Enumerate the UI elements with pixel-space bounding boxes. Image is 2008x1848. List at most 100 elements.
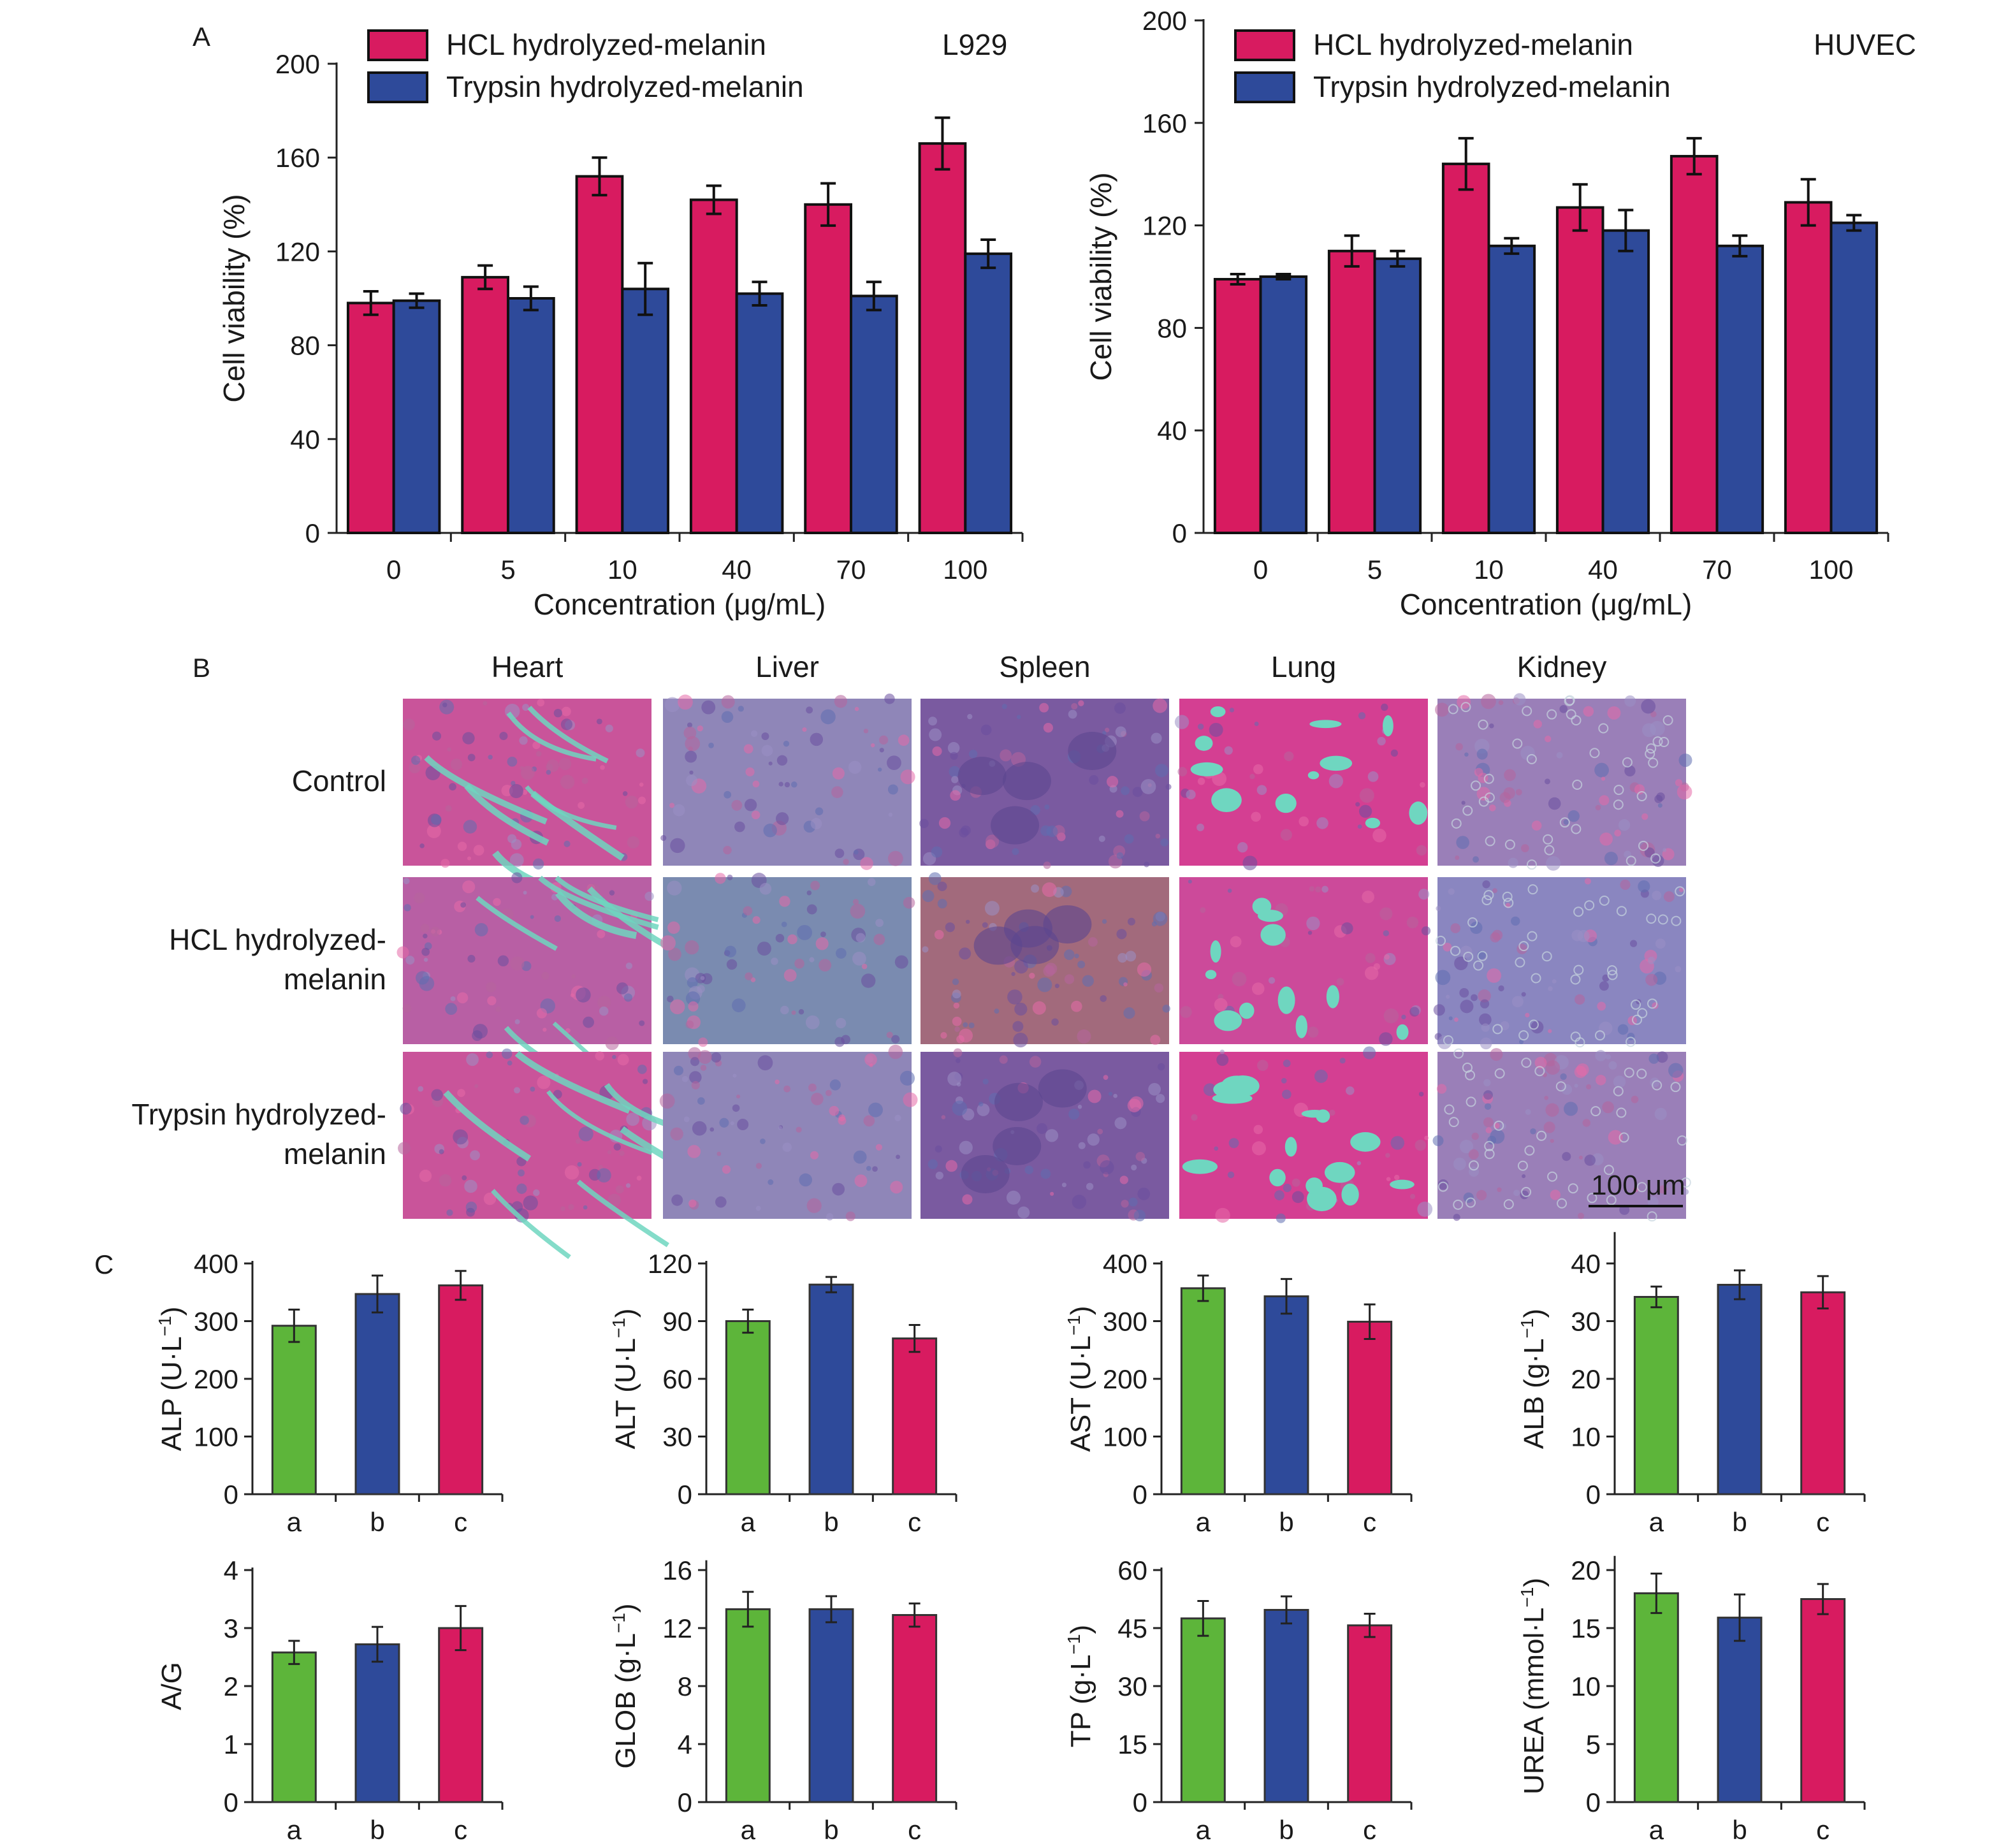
tissue-texture xyxy=(931,846,943,858)
muscle-gap xyxy=(555,891,637,940)
tissue-texture xyxy=(1605,1054,1611,1060)
tissue-texture xyxy=(1545,778,1550,785)
tubule xyxy=(1536,1130,1547,1141)
tissue-texture xyxy=(884,694,895,704)
tissue-texture xyxy=(681,1075,688,1082)
tissue-texture xyxy=(1471,994,1478,1001)
tissue-texture xyxy=(464,1179,477,1193)
tissue-texture xyxy=(1365,953,1376,963)
tissue-texture xyxy=(1174,715,1190,729)
tubule xyxy=(1575,1037,1585,1048)
muscle-gap xyxy=(527,706,609,764)
tubule xyxy=(1594,1030,1605,1041)
tubule xyxy=(1590,1106,1601,1117)
tubule xyxy=(1555,1081,1566,1092)
tissue-texture xyxy=(1336,978,1344,986)
chart-huvec: 0 40 80 120 160 200 0 5 10 40 70 100 Concentration (… xyxy=(1084,6,1916,621)
x-tick-label: a xyxy=(1196,1507,1211,1537)
y-tick-label: 1 xyxy=(224,1729,238,1759)
tissue-texture xyxy=(1624,695,1636,707)
tissue-texture xyxy=(950,790,961,801)
tissue-texture xyxy=(595,1051,604,1061)
histology-image-heart xyxy=(398,1048,738,1260)
tissue-texture xyxy=(1036,1123,1048,1134)
tissue-texture xyxy=(999,1055,1008,1064)
tissue-texture xyxy=(938,817,951,829)
tissue-texture xyxy=(685,1020,694,1029)
tissue-texture xyxy=(761,732,769,740)
tissue-texture xyxy=(493,898,501,906)
tissue-texture xyxy=(1123,982,1128,987)
tissue-texture xyxy=(1314,1069,1328,1083)
bar-hcl xyxy=(1670,155,1719,534)
tissue-texture xyxy=(1042,882,1057,898)
tissue-texture xyxy=(1525,1012,1530,1018)
tissue-texture xyxy=(411,755,421,765)
tubule xyxy=(1631,1014,1642,1025)
tissue-texture xyxy=(1043,723,1053,733)
tissue-texture xyxy=(861,963,868,970)
tissue-texture xyxy=(1154,983,1164,993)
tissue-texture xyxy=(1421,926,1431,936)
tissue-texture xyxy=(1160,838,1169,847)
tissue-texture xyxy=(951,776,959,783)
tissue-texture xyxy=(600,765,605,770)
x-tick-label: b xyxy=(1732,1507,1747,1537)
tissue-texture xyxy=(875,1144,882,1151)
tissue-texture xyxy=(1409,1007,1420,1017)
tissue-texture xyxy=(599,1006,609,1016)
tissue-texture xyxy=(1596,1075,1606,1086)
tissue-texture xyxy=(1584,878,1591,885)
tissue-texture xyxy=(486,982,497,993)
tissue-texture xyxy=(945,922,956,933)
x-tick-label: a xyxy=(741,1507,756,1537)
tissue-texture xyxy=(1560,1073,1567,1080)
tissue-texture xyxy=(1108,1091,1113,1096)
tissue-texture xyxy=(1525,1109,1531,1115)
tissue-texture xyxy=(724,790,732,799)
tissue-texture xyxy=(1045,1129,1059,1142)
tissue-texture xyxy=(1384,954,1390,960)
tissue-texture xyxy=(1249,774,1255,780)
tubule xyxy=(1636,1068,1647,1079)
white-pulp xyxy=(1002,762,1051,801)
tissue-texture xyxy=(922,946,929,953)
tubule xyxy=(1526,753,1537,764)
tissue-texture xyxy=(1393,1174,1400,1181)
tubule xyxy=(1622,757,1633,768)
tissue-texture xyxy=(1165,783,1172,790)
tissue-texture xyxy=(775,933,785,943)
tubule xyxy=(1481,895,1492,906)
scale-bar-label: 100 μm xyxy=(1591,1170,1685,1201)
x-tick-label: b xyxy=(370,1507,384,1537)
tissue-texture xyxy=(520,1116,529,1125)
tissue-texture xyxy=(507,1060,513,1066)
tissue-texture xyxy=(776,812,789,826)
y-tick-label: 15 xyxy=(1571,1613,1601,1643)
tissue-texture xyxy=(1448,888,1455,895)
tissue-texture xyxy=(1341,922,1353,935)
tissue-texture xyxy=(724,945,737,957)
tissue-texture xyxy=(687,1145,701,1158)
tissue-texture xyxy=(688,1047,701,1061)
tissue-texture xyxy=(613,1143,621,1151)
muscle-gap xyxy=(555,875,659,922)
organ-label: Heart xyxy=(491,650,564,683)
tissue-texture xyxy=(1131,1164,1137,1171)
tissue-texture xyxy=(896,1154,901,1160)
tissue-texture xyxy=(541,971,549,980)
tissue-texture xyxy=(1282,1089,1291,1100)
tissue-texture xyxy=(731,799,743,811)
tissue-texture xyxy=(808,1083,817,1092)
tissue-texture xyxy=(701,973,713,985)
tissue-texture xyxy=(1597,1001,1606,1011)
y-tick-label: 300 xyxy=(1103,1307,1147,1337)
tissue-texture xyxy=(1432,1135,1444,1147)
tissue-texture xyxy=(784,782,790,788)
tissue-texture xyxy=(806,1198,822,1213)
histology-image-heart xyxy=(403,699,651,909)
tissue-texture xyxy=(1321,885,1328,893)
tissue-texture xyxy=(791,1010,796,1015)
y-tick-label: 0 xyxy=(1172,518,1187,548)
tissue-texture xyxy=(900,769,915,785)
